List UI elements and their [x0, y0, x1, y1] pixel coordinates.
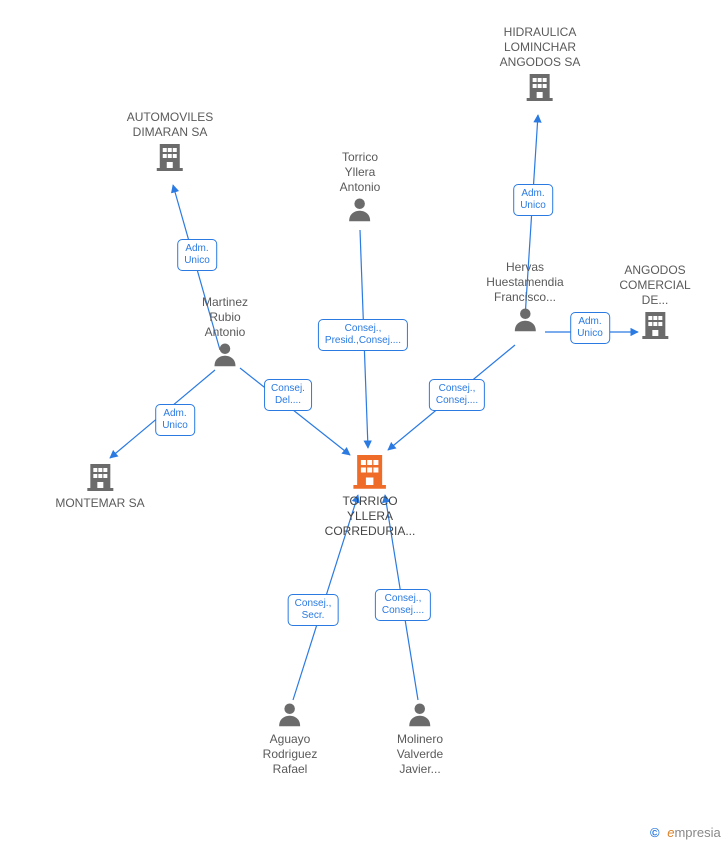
edge-label-7: Consej., Secr.: [288, 594, 339, 626]
edge-label-2: Consej., Presid.,Consej....: [318, 319, 408, 351]
node-label-martinez: Martinez Rubio Antonio: [202, 295, 248, 339]
node-aguayo[interactable]: Aguayo Rodriguez Rafael: [263, 700, 318, 777]
edge-label-3: Adm. Unico: [570, 312, 610, 344]
node-center[interactable]: TORRICO YLLERA CORREDURIA...: [325, 450, 416, 539]
node-molinero[interactable]: Molinero Valverde Javier...: [397, 700, 443, 777]
node-label-torrico_p: Torrico Yllera Antonio: [340, 150, 381, 194]
node-label-aguayo: Aguayo Rodriguez Rafael: [263, 732, 318, 776]
node-martinez[interactable]: Martinez Rubio Antonio: [202, 295, 248, 372]
node-torrico_p[interactable]: Torrico Yllera Antonio: [340, 150, 381, 227]
edge-label-0: Adm. Unico: [513, 184, 553, 216]
node-label-center: TORRICO YLLERA CORREDURIA...: [325, 494, 416, 538]
edge-label-8: Consej., Consej....: [375, 589, 431, 621]
edge-label-5: Adm. Unico: [155, 404, 195, 436]
node-label-hidraulica: HIDRAULICA LOMINCHAR ANGODOS SA: [500, 25, 581, 69]
node-hidraulica[interactable]: HIDRAULICA LOMINCHAR ANGODOS SA: [500, 25, 581, 106]
diagram-canvas: [0, 0, 728, 850]
watermark: © empresia: [650, 825, 721, 840]
edge-label-6: Consej. Del....: [264, 379, 312, 411]
edge-label-4: Consej., Consej....: [429, 379, 485, 411]
node-label-automoviles: AUTOMOVILES DIMARAN SA: [127, 110, 213, 139]
copyright-symbol: ©: [650, 825, 660, 840]
node-angodos[interactable]: ANGODOS COMERCIAL DE...: [619, 263, 690, 344]
node-hervas[interactable]: Hervas Huestamendia Francisco...: [486, 260, 563, 337]
node-label-molinero: Molinero Valverde Javier...: [397, 732, 443, 776]
node-label-montemar: MONTEMAR SA: [55, 496, 144, 510]
brand-name: mpresia: [674, 825, 720, 840]
node-label-angodos: ANGODOS COMERCIAL DE...: [619, 263, 690, 307]
node-automoviles[interactable]: AUTOMOVILES DIMARAN SA: [127, 110, 213, 176]
node-label-hervas: Hervas Huestamendia Francisco...: [486, 260, 563, 304]
edge-label-1: Adm. Unico: [177, 239, 217, 271]
node-montemar[interactable]: MONTEMAR SA: [55, 460, 144, 511]
